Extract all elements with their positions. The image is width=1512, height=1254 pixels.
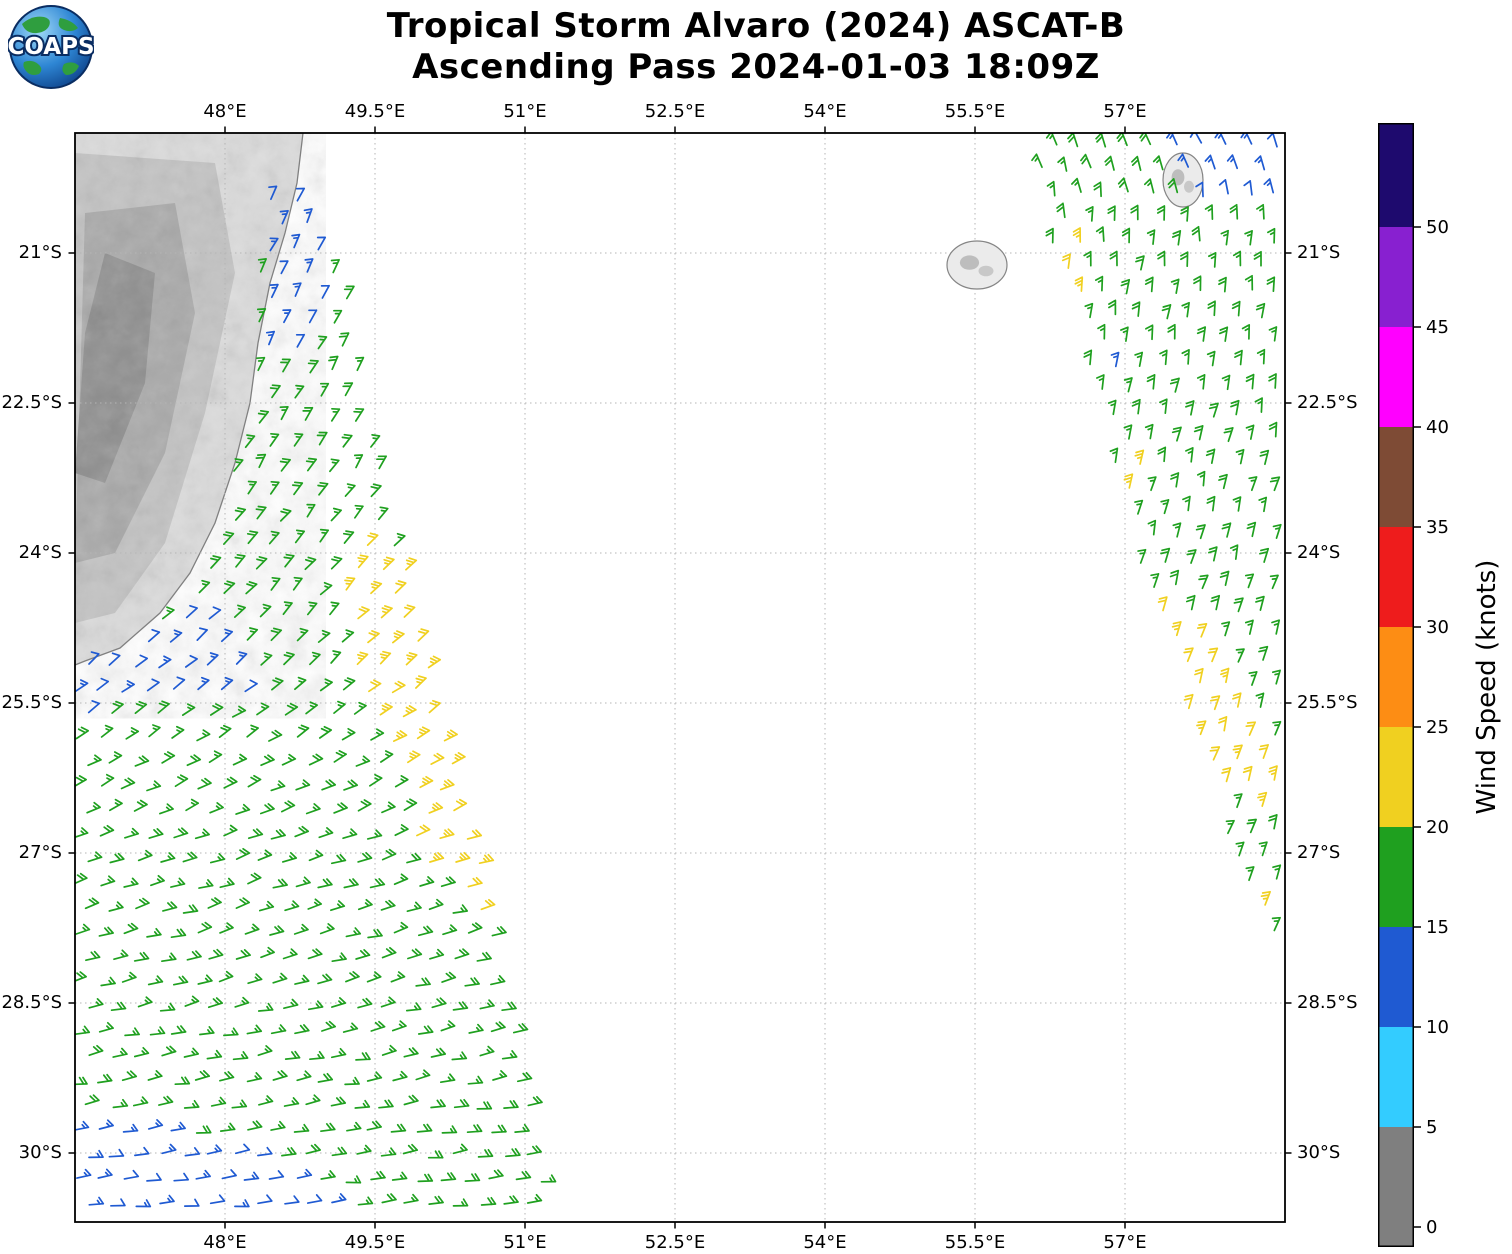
y-tick-label: 21°S: [18, 242, 62, 263]
colorbar: 0 5 10 15 20 25 30 35 40 45 50: [1378, 123, 1488, 1253]
svg-text:25: 25: [1426, 717, 1449, 738]
svg-text:30: 30: [1426, 617, 1449, 638]
x-tick-label: 51°E: [503, 101, 547, 122]
svg-text:45: 45: [1426, 317, 1449, 338]
y-tick-label: 22.5°S: [1, 392, 62, 413]
colorbar-title: Wind Speed (knots): [1472, 559, 1502, 815]
figure-subtitle: Ascending Pass 2024-01-03 18:09Z: [412, 47, 1100, 88]
x-tick-label: 48°E: [203, 101, 247, 122]
logo-text-shadow: COAPS: [8, 34, 94, 60]
y-tick-label: 25.5°S: [1, 692, 62, 713]
y-tick-label: 21°S: [1297, 242, 1341, 263]
x-tick-label: 48°E: [203, 1232, 247, 1253]
svg-text:35: 35: [1426, 517, 1449, 538]
y-tick-label: 22.5°S: [1297, 392, 1358, 413]
y-tick-label: 24°S: [18, 542, 62, 563]
map-plot: [67, 125, 1293, 1234]
figure-title: Tropical Storm Alvaro (2024) ASCAT-B: [386, 6, 1126, 46]
map-canvas: [68, 126, 1292, 1229]
y-tick-label: 28.5°S: [1, 992, 62, 1013]
svg-text:20: 20: [1426, 817, 1449, 838]
y-tick-label: 27°S: [18, 842, 62, 863]
coaps-logo: COAPS COAPS: [8, 5, 94, 89]
svg-text:50: 50: [1426, 217, 1449, 238]
colorbar-canvas: 0 5 10 15 20 25 30 35 40 45 50: [1378, 123, 1449, 1247]
x-tick-label: 49.5°E: [344, 1232, 406, 1253]
svg-text:5: 5: [1426, 1117, 1437, 1138]
y-tick-label: 28.5°S: [1297, 992, 1358, 1013]
x-tick-label: 54°E: [803, 101, 847, 122]
x-tick-label: 55.5°E: [944, 1232, 1006, 1253]
x-tick-label: 55.5°E: [944, 101, 1006, 122]
logo-text: COAPS: [8, 34, 94, 60]
svg-text:0: 0: [1426, 1217, 1437, 1238]
y-tick-label: 30°S: [18, 1142, 62, 1163]
y-tick-label: 25.5°S: [1297, 692, 1358, 713]
x-tick-label: 52.5°E: [644, 1232, 706, 1253]
svg-text:10: 10: [1426, 1017, 1449, 1038]
globe-icon: [9, 5, 93, 89]
x-tick-label: 54°E: [803, 1232, 847, 1253]
x-tick-label: 52.5°E: [644, 101, 706, 122]
y-tick-label: 24°S: [1297, 542, 1341, 563]
y-tick-label: 27°S: [1297, 842, 1341, 863]
x-tick-label: 49.5°E: [344, 101, 406, 122]
svg-text:40: 40: [1426, 417, 1449, 438]
svg-text:15: 15: [1426, 917, 1449, 938]
x-tick-label: 51°E: [503, 1232, 547, 1253]
x-tick-label: 57°E: [1103, 101, 1147, 122]
x-tick-label: 57°E: [1103, 1232, 1147, 1253]
figure-title-block: Tropical Storm Alvaro (2024) ASCAT-B Asc…: [0, 6, 1512, 89]
y-tick-label: 30°S: [1297, 1142, 1341, 1163]
